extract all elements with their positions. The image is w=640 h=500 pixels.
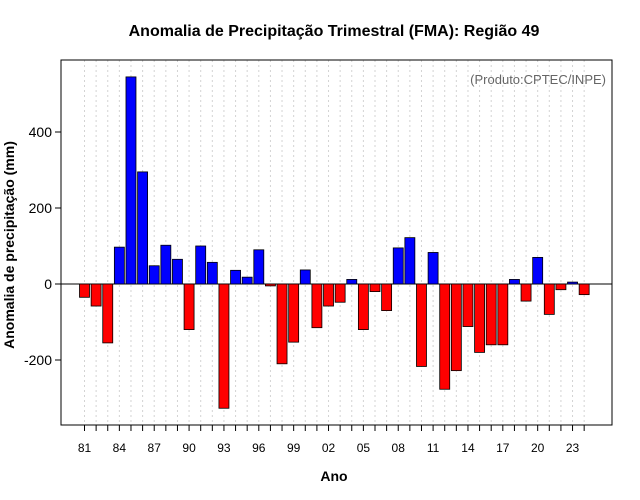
bar-2014 xyxy=(462,283,474,327)
y-tick-label: -200 xyxy=(24,352,52,368)
y-axis: -200 0 200 400 xyxy=(24,124,61,368)
bar-1998 xyxy=(276,283,288,365)
bar-2009 xyxy=(404,237,416,285)
bar-2018 xyxy=(509,279,520,285)
bar-2015 xyxy=(474,283,485,353)
bar-1984 xyxy=(113,246,125,285)
bar-2022 xyxy=(555,283,567,291)
bar-1996 xyxy=(253,249,265,285)
x-tick-label: 84 xyxy=(113,441,127,455)
x-tick-label: 90 xyxy=(182,441,196,455)
credit-label: (Produto:CPTEC/INPE) xyxy=(470,72,606,87)
x-tick-label: 11 xyxy=(427,441,440,455)
x-tick-label: 20 xyxy=(531,441,545,455)
y-tick-label: 400 xyxy=(29,124,53,140)
x-tick-label: 23 xyxy=(566,441,580,455)
bar-1991 xyxy=(195,245,207,285)
bar-2005 xyxy=(357,283,369,330)
y-tick-label: 0 xyxy=(44,276,52,292)
bar-1990 xyxy=(183,283,195,330)
bar-2004 xyxy=(346,279,358,285)
x-tick-label: 81 xyxy=(78,441,92,455)
x-axis-title: Ano xyxy=(320,468,347,484)
x-tick-label: 96 xyxy=(252,441,266,455)
bar-1994 xyxy=(230,269,241,285)
x-tick-label: 02 xyxy=(322,441,336,455)
bar-2017 xyxy=(497,283,509,346)
bar-1983 xyxy=(102,283,114,344)
bar-1987 xyxy=(148,265,160,285)
bar-2013 xyxy=(450,283,462,372)
bar-1999 xyxy=(288,283,300,343)
bar-2020 xyxy=(532,256,544,285)
bar-2002 xyxy=(323,283,334,307)
bar-2007 xyxy=(381,283,393,312)
bar-1997 xyxy=(265,283,276,287)
bar-2000 xyxy=(299,269,311,285)
bar-1993 xyxy=(218,283,230,409)
bar-1995 xyxy=(241,276,253,285)
bar-2006 xyxy=(369,283,381,292)
bar-2019 xyxy=(520,283,532,302)
x-tick-label: 05 xyxy=(357,441,371,455)
bar-1988 xyxy=(160,244,172,285)
y-tick-label: 200 xyxy=(29,200,53,216)
bar-2012 xyxy=(439,283,451,390)
bar-2024 xyxy=(578,283,590,296)
bar-2010 xyxy=(416,283,427,367)
bars xyxy=(79,76,590,409)
x-tick-label: 17 xyxy=(496,441,510,455)
x-axis: 81 84 87 90 93 96 99 02 05 08 11 14 17 20 23 xyxy=(78,425,585,455)
bar-2023 xyxy=(567,281,578,285)
y-axis-title: Anomalia de precipitação (mm) xyxy=(1,141,17,349)
bar-1982 xyxy=(90,283,102,307)
bar-2008 xyxy=(392,247,404,285)
x-tick-label: 93 xyxy=(217,441,231,455)
grid-lines xyxy=(84,60,585,425)
bar-2016 xyxy=(485,283,497,346)
x-tick-label: 99 xyxy=(287,441,301,455)
bar-1985 xyxy=(125,76,137,285)
x-tick-label: 14 xyxy=(461,441,475,455)
bar-1989 xyxy=(172,258,183,285)
bar-1986 xyxy=(137,171,149,285)
bar-2011 xyxy=(427,252,439,285)
plot-frame xyxy=(60,59,613,426)
chart-title: Anomalia de Precipitação Trimestral (FMA… xyxy=(129,23,540,40)
bar-1981 xyxy=(79,283,90,298)
x-tick-label: 87 xyxy=(148,441,162,455)
bar-1992 xyxy=(206,261,218,285)
bar-2001 xyxy=(311,283,323,329)
x-tick-label: 08 xyxy=(392,441,406,455)
bar-2003 xyxy=(334,283,346,303)
bar-2021 xyxy=(543,283,555,315)
